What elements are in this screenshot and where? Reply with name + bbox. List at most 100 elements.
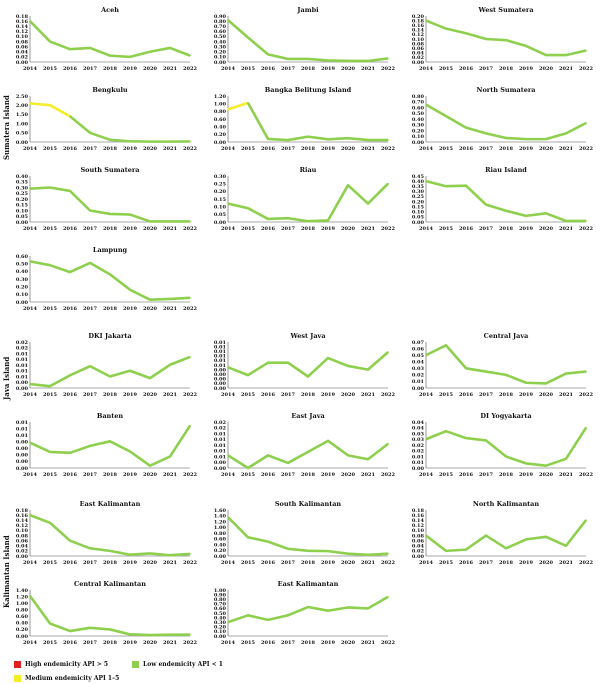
- data-point: [169, 455, 171, 458]
- x-tick-label: 2014: [419, 146, 433, 152]
- data-point: [387, 443, 389, 445]
- series-line-low: [29, 260, 191, 302]
- y-tick-label: 0.01: [214, 449, 226, 455]
- x-tick-label: 2014: [23, 640, 37, 646]
- data-point: [445, 550, 447, 552]
- y-tick-label: 0.01: [16, 363, 28, 369]
- series-line-low: [29, 355, 191, 388]
- x-tick-label: 2019: [321, 560, 335, 566]
- data-point: [465, 184, 467, 187]
- data-point: [227, 108, 229, 111]
- x-tick-label: 2022: [579, 560, 593, 566]
- x-tick-label: 2019: [519, 560, 533, 566]
- y-tick-label: 0.40: [412, 117, 425, 123]
- legend-high-label: High endemicity API > 5: [25, 661, 109, 668]
- chart-title: Central Kalimantan: [74, 580, 146, 588]
- y-tick-label: 0.06: [412, 346, 425, 352]
- data-point: [307, 375, 309, 378]
- data-point: [505, 39, 507, 41]
- data-point: [307, 135, 309, 138]
- data-point: [545, 536, 547, 538]
- data-point: [307, 58, 309, 60]
- x-tick-label: 2022: [381, 640, 395, 646]
- x-tick-label: 2018: [103, 66, 117, 72]
- data-point: [189, 424, 191, 427]
- x-tick-label: 2018: [103, 560, 117, 566]
- chart-panel: Banten0.000.000.000.000.000.010.010.0120…: [16, 412, 198, 478]
- x-tick-label: 2017: [83, 146, 97, 152]
- y-tick-label: 0.18: [16, 508, 29, 514]
- x-tick-label: 2022: [579, 66, 593, 72]
- x-tick-label: 2014: [419, 66, 433, 72]
- data-point: [227, 516, 229, 518]
- y-tick-label: 0.35: [16, 180, 29, 186]
- data-point: [169, 140, 171, 143]
- data-point: [307, 550, 309, 552]
- data-point: [227, 621, 229, 623]
- x-tick-label: 2018: [301, 472, 315, 478]
- x-tick-label: 2014: [23, 66, 37, 72]
- data-point: [387, 552, 389, 555]
- x-tick-label: 2018: [499, 472, 513, 478]
- y-tick-label: 0.80: [214, 597, 227, 603]
- series-line-low: [227, 439, 389, 470]
- y-tick-label: 1.20: [214, 519, 227, 525]
- chart-title: South Sumatera: [80, 166, 140, 174]
- x-tick-label: 2019: [519, 392, 533, 398]
- y-tick-label: 0.00: [412, 220, 425, 226]
- y-tick-label: 0.00: [412, 140, 425, 146]
- island-label-kalimantan: Kalimantan Island: [2, 535, 11, 608]
- x-tick-label: 2020: [539, 66, 553, 72]
- y-tick-label: 0.50: [412, 111, 425, 117]
- data-point: [565, 372, 567, 375]
- series-line-low: [227, 19, 389, 63]
- x-tick-label: 2019: [321, 66, 335, 72]
- chart-panel: Riau 0.00 0.05 0.100.15 0.20 0.250.30 2014 2015…: [214, 166, 396, 232]
- x-tick-label: 2017: [479, 472, 493, 478]
- x-tick-label: 2015: [43, 146, 57, 152]
- data-point: [367, 202, 369, 205]
- y-tick-label: 0.10: [412, 134, 425, 140]
- x-tick-label: 2015: [43, 472, 57, 478]
- data-point: [505, 547, 507, 550]
- y-tick-label: 0.04: [412, 420, 425, 426]
- chart-panel: East Kalimantan0.000.020.040.060.080.100…: [16, 500, 198, 566]
- x-tick-label: 2014: [23, 560, 37, 566]
- data-point: [89, 262, 91, 264]
- data-point: [287, 217, 289, 219]
- x-tick-label: 2017: [281, 66, 295, 72]
- chart-title: East Java: [291, 412, 325, 420]
- data-point: [387, 351, 389, 353]
- data-point: [247, 374, 249, 376]
- y-tick-label: 0.05: [16, 214, 29, 220]
- x-tick-label: 2021: [559, 472, 573, 478]
- x-tick-label: 2015: [241, 560, 255, 566]
- data-point: [347, 60, 349, 62]
- x-tick-label: 2015: [439, 560, 453, 566]
- data-point: [347, 137, 349, 139]
- x-tick-label: 2019: [519, 472, 533, 478]
- data-point: [387, 182, 389, 185]
- y-tick-label: 0.60: [214, 606, 227, 612]
- y-tick-label: 0.02: [412, 373, 425, 379]
- data-point: [445, 185, 447, 188]
- data-point: [169, 363, 171, 366]
- data-point: [347, 552, 349, 555]
- x-tick-label: 2022: [579, 146, 593, 152]
- y-tick-label: 0.20: [16, 284, 29, 290]
- data-point: [267, 53, 269, 56]
- y-tick-label: 0.02: [412, 549, 425, 555]
- y-tick-label: 2.00: [16, 103, 29, 109]
- data-point: [109, 375, 111, 378]
- data-point: [69, 271, 71, 273]
- x-tick-label: 2021: [361, 472, 375, 478]
- x-tick-label: 2017: [281, 472, 295, 478]
- x-tick-label: 2017: [479, 226, 493, 232]
- data-point: [387, 57, 389, 60]
- series-line-low: [227, 516, 389, 557]
- x-tick-label: 2015: [43, 392, 57, 398]
- y-tick-label: 0.00: [16, 554, 29, 560]
- data-point: [565, 458, 567, 460]
- y-tick-label: 0.05: [412, 215, 425, 221]
- data-point: [545, 464, 547, 467]
